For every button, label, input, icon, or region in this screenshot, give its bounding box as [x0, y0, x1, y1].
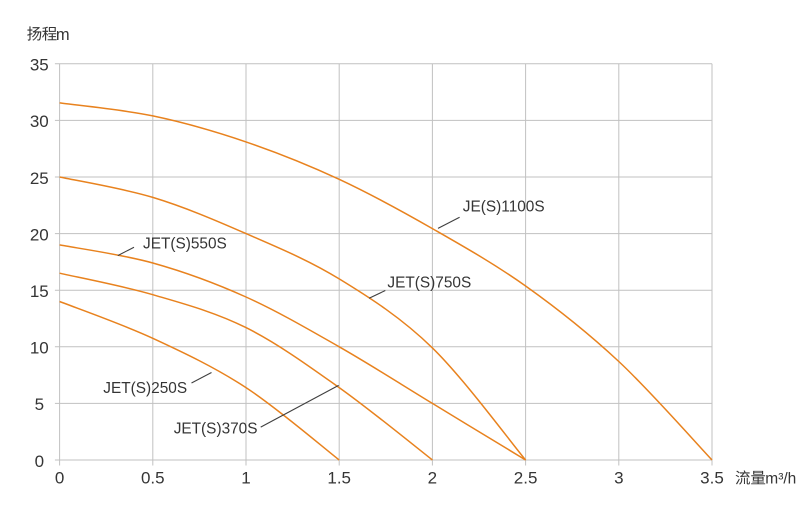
svg-text:2.5: 2.5: [514, 469, 538, 488]
svg-text:0: 0: [35, 452, 44, 471]
svg-text:35: 35: [30, 56, 49, 75]
svg-text:m³/h: m³/h: [765, 471, 796, 488]
svg-text:1.5: 1.5: [327, 469, 351, 488]
svg-text:30: 30: [30, 112, 49, 131]
svg-text:0: 0: [55, 469, 64, 488]
svg-text:1: 1: [241, 469, 250, 488]
svg-text:JET(S)750S: JET(S)750S: [387, 275, 471, 292]
svg-text:25: 25: [30, 169, 49, 188]
svg-text:15: 15: [30, 282, 49, 301]
svg-text:20: 20: [30, 225, 49, 244]
svg-text:JET(S)550S: JET(S)550S: [143, 236, 227, 253]
svg-text:JET(S)370S: JET(S)370S: [174, 421, 258, 438]
svg-text:10: 10: [30, 339, 49, 358]
svg-text:3: 3: [614, 469, 623, 488]
svg-text:3.5: 3.5: [700, 469, 724, 488]
svg-text:JE(S)1100S: JE(S)1100S: [463, 199, 545, 216]
svg-text:JET(S)250S: JET(S)250S: [103, 380, 187, 397]
svg-text:m: m: [56, 26, 70, 44]
svg-text:2: 2: [428, 469, 437, 488]
svg-text:5: 5: [35, 395, 44, 414]
svg-text:0.5: 0.5: [141, 469, 165, 488]
